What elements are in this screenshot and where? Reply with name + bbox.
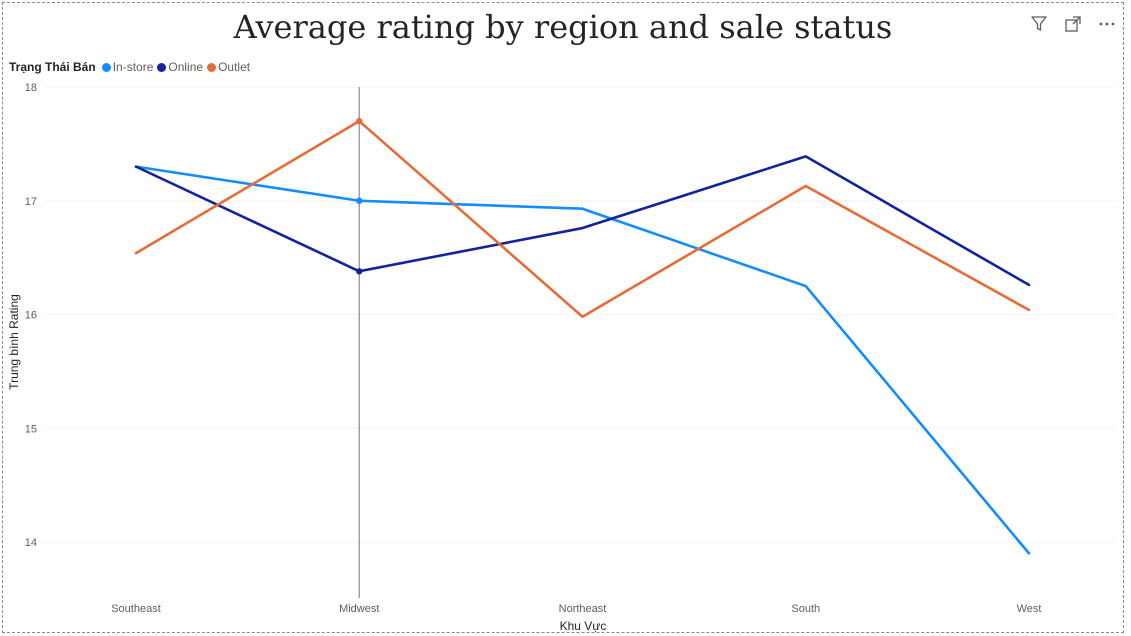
y-axis-title: Trung bình Rating xyxy=(7,294,21,390)
data-point-online[interactable] xyxy=(356,268,363,275)
x-tick-label: Midwest xyxy=(339,603,379,615)
data-point-in-store[interactable] xyxy=(580,206,586,212)
legend-marker-online xyxy=(157,62,167,72)
data-point-outlet[interactable] xyxy=(356,117,363,125)
chart-title: Average rating by region and sale status xyxy=(233,8,893,46)
x-tick-label: West xyxy=(1017,603,1042,615)
x-tick-label: Southeast xyxy=(111,603,161,615)
data-point-outlet[interactable] xyxy=(803,183,809,189)
y-tick-label: 17 xyxy=(25,196,37,208)
more-options-icon[interactable] xyxy=(1095,12,1119,36)
legend-item-outlet[interactable]: Outlet xyxy=(207,60,250,74)
data-point-online[interactable] xyxy=(133,164,139,170)
series-line-online[interactable] xyxy=(134,155,1031,287)
y-tick-label: 16 xyxy=(25,310,37,322)
series-line-in-store[interactable] xyxy=(134,165,1031,555)
visual-header xyxy=(1027,12,1119,36)
data-point-outlet[interactable] xyxy=(1026,307,1032,313)
data-point-in-store[interactable] xyxy=(1026,550,1032,556)
y-tick-label: 15 xyxy=(25,423,37,435)
data-point-online[interactable] xyxy=(1026,282,1032,288)
legend-item-in-store[interactable]: In-store xyxy=(101,60,154,74)
filter-icon[interactable] xyxy=(1027,12,1051,36)
axis-labels: 14 15 16 17 18 Southeast Midwest Northeast South… xyxy=(25,82,1042,615)
series-line-outlet[interactable] xyxy=(134,119,1031,319)
y-tick-label: 18 xyxy=(25,82,37,94)
data-point-in-store[interactable] xyxy=(803,283,809,289)
x-tick-label: Northeast xyxy=(559,603,607,615)
x-tick-label: South xyxy=(791,603,820,615)
data-point-outlet[interactable] xyxy=(133,250,139,256)
data-point-in-store[interactable] xyxy=(356,197,363,204)
data-point-online[interactable] xyxy=(803,153,809,159)
x-axis-title: Khu Vực xyxy=(560,619,607,633)
series-lines[interactable] xyxy=(133,117,1032,556)
legend-marker-in-store xyxy=(101,62,111,72)
legend: Trạng Thái Bán In-store Online Outlet xyxy=(9,60,254,74)
legend-item-online[interactable]: Online xyxy=(157,60,203,74)
focus-mode-icon[interactable] xyxy=(1061,12,1085,36)
y-tick-label: 14 xyxy=(25,537,37,549)
legend-marker-outlet xyxy=(207,62,217,72)
data-point-online[interactable] xyxy=(580,225,586,231)
legend-label-in-store: In-store xyxy=(112,60,154,74)
legend-label-online: Online xyxy=(168,60,204,74)
data-point-outlet[interactable] xyxy=(580,314,586,320)
legend-label-outlet: Outlet xyxy=(218,60,251,74)
legend-title: Trạng Thái Bán xyxy=(9,60,96,74)
